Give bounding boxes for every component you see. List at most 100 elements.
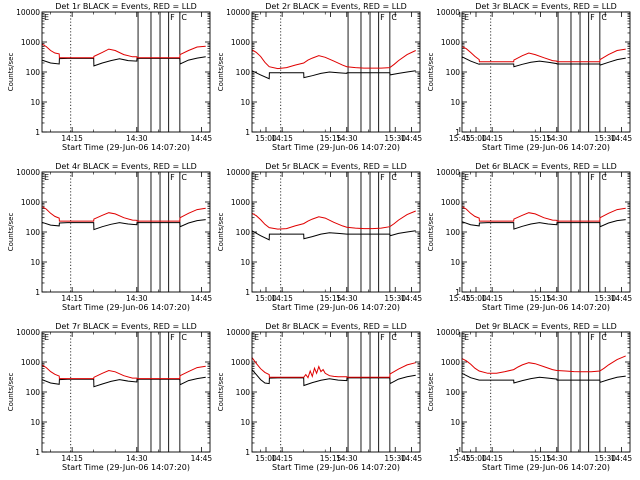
x-axis-label: Start Time (29-Jun-06 14:07:20) (62, 303, 190, 312)
flag-label: F (380, 173, 385, 182)
y-tick-label: 1 (35, 288, 40, 297)
y-tick-label: 10 (30, 418, 40, 427)
events-series-line (251, 230, 416, 241)
x-tick-label: 14:15 (481, 454, 503, 463)
flag-label: F (170, 333, 175, 342)
y-tick-label: 10000 (436, 328, 460, 337)
y-tick-label: 1 (245, 288, 250, 297)
x-tick-label: 14:30 (546, 134, 568, 143)
x-axis-label: Start Time (29-Jun-06 14:07:20) (482, 143, 610, 152)
x-tick-label: 14:45 (611, 134, 633, 143)
y-tick-label: 1 (245, 128, 250, 137)
corner-label: E (464, 173, 469, 182)
panel-3: Det 3r BLACK = Events, RED = LLD 1 10 100 10… (427, 2, 633, 152)
panel-title: Det 1r BLACK = Events, RED = LLD (55, 2, 197, 11)
x-tick-label: 14:15 (61, 134, 83, 143)
x-axis-label: Start Time (29-Jun-06 14:07:20) (62, 143, 190, 152)
x-tick-label: 15:15 (530, 134, 552, 143)
flag-label: F (380, 333, 385, 342)
flag-label: C (601, 333, 607, 342)
y-tick-label: 1 (455, 128, 460, 137)
x-tick-label: 15:30 (384, 454, 406, 463)
y-axis-label: Counts/sec (217, 53, 225, 92)
x-tick-label: 15:30 (384, 294, 406, 303)
x-tick-label: 14:15 (481, 134, 503, 143)
panel-title: Det 8r BLACK = Events, RED = LLD (265, 322, 407, 331)
y-tick-label: 10 (240, 258, 250, 267)
x-axis-label: Start Time (29-Jun-06 14:07:20) (272, 303, 400, 312)
x-tick-label: 14:15 (271, 294, 293, 303)
lld-series-line (461, 46, 626, 63)
panel-title: Det 2r BLACK = Events, RED = LLD (265, 2, 407, 11)
x-tick-label: 15:00 (465, 294, 487, 303)
y-tick-label: 1000 (231, 198, 250, 207)
panel-title: Det 7r BLACK = Events, RED = LLD (55, 322, 197, 331)
flag-label: F (590, 333, 595, 342)
x-tick-label: 14:15 (271, 134, 293, 143)
panel-2: Det 2r BLACK = Events, RED = LLD 1 10 100 10… (217, 2, 616, 152)
x-tick-label: 15:15 (320, 454, 342, 463)
corner-label: E (464, 333, 469, 342)
lld-series-line (461, 206, 626, 222)
plot-frame (461, 171, 631, 293)
x-tick-label: 14:15 (481, 294, 503, 303)
plot-frame (461, 11, 631, 133)
y-tick-label: 100 (236, 228, 251, 237)
lld-series-line (41, 43, 206, 59)
lld-series-line (41, 206, 206, 222)
x-tick-label: 14:30 (336, 454, 358, 463)
plot-frame (251, 331, 421, 453)
x-tick-label: 15:30 (594, 294, 616, 303)
x-tick-label: 14:30 (126, 294, 148, 303)
y-axis-label: Counts/sec (7, 53, 15, 92)
y-tick-label: 10000 (16, 168, 40, 177)
y-tick-label: 100 (446, 68, 461, 77)
y-tick-label: 1 (455, 448, 460, 457)
flag-label: F (170, 13, 175, 22)
flag-label: F (170, 173, 175, 182)
flag-label: C (601, 13, 607, 22)
y-tick-label: 1000 (231, 38, 250, 47)
x-tick-label: 14:30 (546, 454, 568, 463)
x-tick-label: 15:30 (384, 134, 406, 143)
y-axis-label: Counts/sec (217, 213, 225, 252)
lld-series-line (251, 49, 416, 70)
y-tick-label: 1000 (441, 358, 460, 367)
x-tick-label: 15:15 (320, 134, 342, 143)
x-tick-label: 15:00 (465, 454, 487, 463)
events-series-line (461, 219, 626, 230)
y-tick-label: 10 (30, 98, 40, 107)
lld-series-line (41, 364, 206, 380)
x-tick-label: 15:30 (594, 134, 616, 143)
x-tick-label: 14:45 (611, 294, 633, 303)
corner-label: E (254, 333, 259, 342)
y-tick-label: 100 (236, 388, 251, 397)
y-tick-label: 10000 (16, 328, 40, 337)
events-series-line (41, 376, 206, 388)
events-series-line (41, 56, 206, 67)
y-tick-label: 10 (30, 258, 40, 267)
plot-frame (41, 331, 211, 453)
panel-title: Det 5r BLACK = Events, RED = LLD (265, 162, 407, 171)
y-tick-label: 1000 (21, 198, 40, 207)
y-tick-label: 10000 (226, 8, 250, 17)
corner-label: E (44, 13, 49, 22)
y-axis-label: Counts/sec (7, 373, 15, 412)
x-axis-label: Start Time (29-Jun-06 14:07:20) (272, 143, 400, 152)
flag-label: C (391, 173, 397, 182)
y-tick-label: 1000 (441, 38, 460, 47)
x-tick-label: 14:45 (401, 454, 423, 463)
events-series-line (461, 372, 626, 384)
y-tick-label: 100 (26, 228, 41, 237)
x-tick-label: 14:30 (126, 134, 148, 143)
lld-series-line (251, 357, 416, 379)
y-tick-label: 10 (450, 98, 460, 107)
corner-label: E (44, 173, 49, 182)
x-tick-label: 15:45 (449, 134, 471, 143)
lld-series-line (251, 210, 416, 230)
y-tick-label: 1 (455, 288, 460, 297)
x-axis-label: Start Time (29-Jun-06 14:07:20) (482, 303, 610, 312)
panel-9: Det 9r BLACK = Events, RED = LLD 1 10 100 10… (427, 322, 632, 472)
y-tick-label: 10000 (436, 168, 460, 177)
